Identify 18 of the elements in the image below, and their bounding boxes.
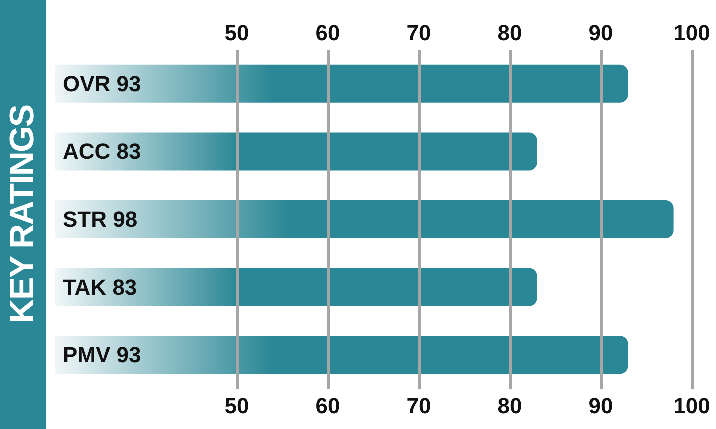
x2-tick-label: 70 [406,20,432,46]
y-tick-label: STR 98 [63,207,138,232]
x-tick-label: 60 [316,394,340,418]
x-tick-label: 80 [498,394,522,418]
y-tick-label: OVR 93 [63,71,142,96]
y-tick-label: TAK 83 [63,274,138,300]
x2-tick-label: 90 [588,20,614,46]
x2-tick-label: 60 [316,20,340,46]
x-tick-label: 100 [674,394,710,418]
x2-tick-label: 100 [674,20,710,46]
x2-tick-label: 50 [224,20,250,46]
y-tick-label: PMV 93 [63,342,142,368]
y-tick-label: ACC 83 [63,139,142,164]
x-tick-label: 90 [588,394,614,418]
x-tick-label: 50 [224,394,250,418]
text: KEY RATINGS [4,105,42,324]
x2-tick-label: 80 [498,20,522,46]
x-tick-label: 70 [406,394,432,418]
